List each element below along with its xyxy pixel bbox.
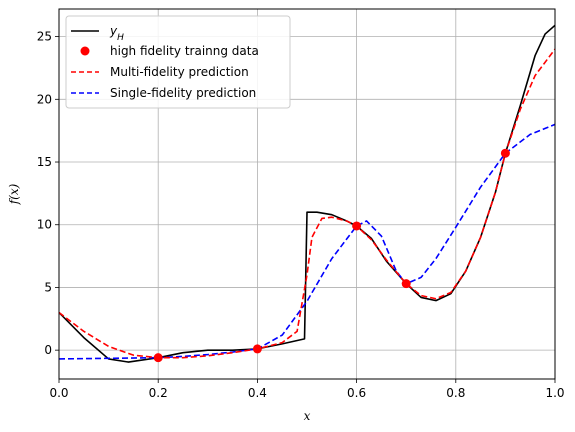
tick-labels: 0.0 0.2 0.4 0.6 0.8 1.0 0 5 10 15 20 25 bbox=[37, 30, 565, 400]
training-point bbox=[252, 344, 262, 354]
x-tick-label: 1.0 bbox=[545, 386, 564, 400]
y-tick-label: 25 bbox=[37, 30, 52, 44]
legend-label-single-fidelity: Single-fidelity prediction bbox=[110, 86, 256, 100]
legend-y-letter: y bbox=[109, 24, 118, 38]
training-points bbox=[153, 148, 510, 363]
training-point bbox=[352, 221, 362, 231]
multi-fidelity-line bbox=[59, 48, 555, 359]
single-fidelity-line bbox=[59, 123, 555, 360]
x-tick-label: 0.4 bbox=[248, 386, 267, 400]
y-tick-label: 0 bbox=[44, 343, 52, 357]
y-axis-label: f(x) bbox=[7, 183, 21, 205]
tick-marks bbox=[55, 36, 556, 383]
x-tick-label: 0.0 bbox=[49, 386, 68, 400]
legend-label-multi-fidelity: Multi-fidelity prediction bbox=[110, 65, 249, 79]
legend-box bbox=[65, 15, 291, 109]
legend-label-y-h: yH bbox=[109, 24, 124, 43]
training-point bbox=[500, 148, 510, 158]
training-point bbox=[401, 279, 411, 289]
legend-label-training-data: high fidelity trainng data bbox=[110, 44, 259, 58]
series-layer bbox=[59, 24, 555, 363]
y-tick-label: 10 bbox=[37, 218, 52, 232]
plot-frame bbox=[58, 8, 556, 380]
x-axis-label: x bbox=[304, 409, 311, 423]
legend-swatch-training-data bbox=[80, 46, 90, 56]
y-tick-label: 20 bbox=[37, 92, 52, 106]
legend: yH high fidelity trainng data Multi-fide… bbox=[65, 15, 291, 109]
y-tick-label: 5 bbox=[44, 280, 52, 294]
x-tick-label: 0.2 bbox=[149, 386, 168, 400]
training-point bbox=[153, 353, 163, 363]
legend-y-subscript: H bbox=[117, 33, 124, 43]
y-tick-label: 15 bbox=[37, 155, 52, 169]
x-tick-label: 0.8 bbox=[446, 386, 465, 400]
x-tick-label: 0.6 bbox=[347, 386, 366, 400]
